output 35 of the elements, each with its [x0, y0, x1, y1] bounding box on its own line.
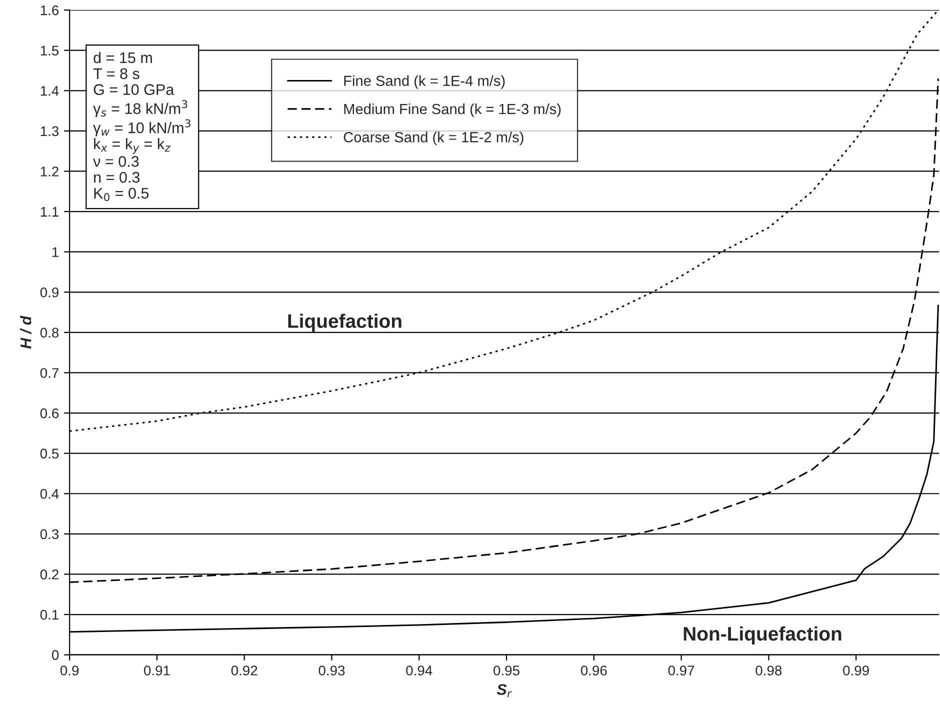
y-tick-label: 0.6: [40, 408, 59, 418]
y-tick-label: 1.6: [40, 5, 59, 16]
y-tick-label: 0.1: [40, 610, 58, 620]
y-tick-label: 1.5: [40, 46, 59, 56]
x-tick-label: 0.97: [668, 666, 694, 676]
legend-label: Coarse Sand (k = 1E-2 m/s): [344, 132, 524, 146]
y-tick-label: 1.2: [40, 166, 58, 176]
y-tick-label: 0.9: [40, 287, 58, 298]
annotation: Liquefaction: [288, 314, 402, 332]
x-tick-label: 0.93: [318, 666, 345, 676]
x-tick-label: 0.92: [231, 666, 258, 676]
x-tick-label: 0.96: [580, 666, 607, 676]
x-tick-label: 0.91: [144, 666, 170, 676]
y-tick-label: 0.4: [40, 488, 59, 499]
x-tick-label: 0.9: [60, 666, 79, 676]
y-tick-label: 0: [52, 650, 59, 660]
y-tick-label: 0.5: [40, 448, 59, 458]
y-tick-label: 1: [52, 247, 58, 257]
y-tick-label: 0.7: [40, 368, 58, 378]
text: d = 15 m T = 8 s G = 10 GPa γ$_{s}$ = 18 kN/m$^{3}$ γ$_{w}$ = 10 kN/m$^{3}$ k$_{x}$ = k$_{y}$ = k$_{z}$ ν = 0.3 n = 0.3 K$_{0}$ = 0.5: [93, 52, 190, 202]
legend-label: Medium Fine Sand (k = 1E-3 m/s): [344, 103, 561, 118]
x-tick-label: 0.94: [406, 666, 432, 676]
y-tick-label: 1.3: [40, 126, 59, 136]
x-tick-label: 0.99: [843, 666, 869, 676]
legend-label: Fine Sand (k = 1E-4 m/s): [344, 75, 505, 89]
y-tick-label: 0.8: [40, 328, 59, 338]
x-axis-title: S$_{r}$: [496, 684, 512, 698]
annotation: Non-Liquefaction: [684, 626, 842, 645]
x-tick-label: 0.95: [494, 666, 520, 676]
x-tick-label: 0.98: [756, 666, 782, 676]
y-axis-title: H / d: [20, 316, 32, 349]
y-tick-label: 1.1: [40, 207, 58, 217]
y-tick-label: 0.3: [40, 529, 59, 540]
y-tick-label: 0.2: [40, 570, 58, 580]
y-tick-label: 1.4: [40, 86, 59, 96]
